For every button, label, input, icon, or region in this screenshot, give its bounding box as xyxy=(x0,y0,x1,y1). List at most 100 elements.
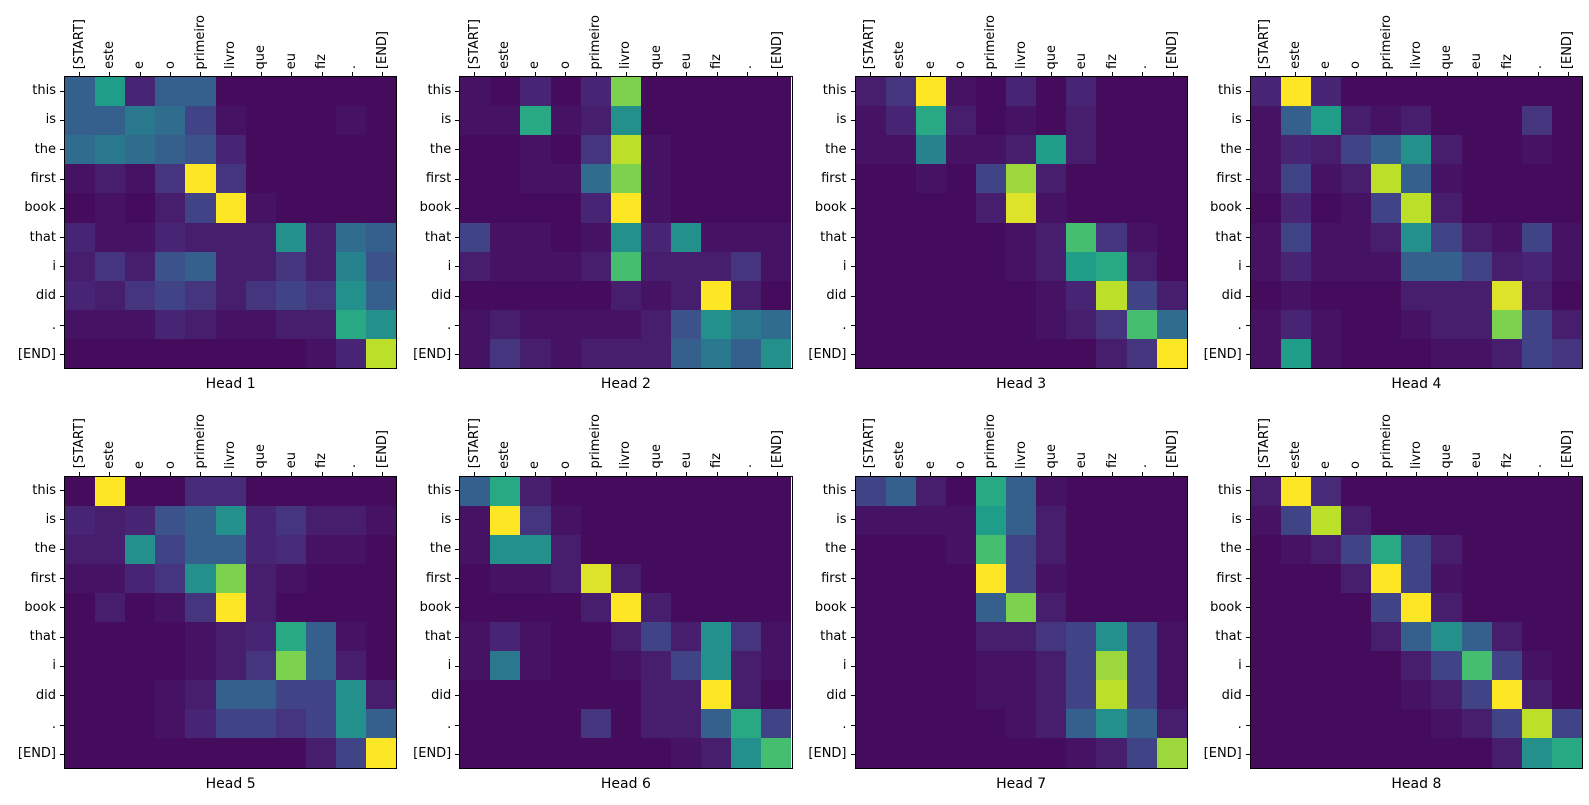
heatmap-cell xyxy=(275,680,306,710)
x-tick: este xyxy=(490,406,520,476)
heatmap-cell xyxy=(366,77,397,107)
heatmap-cell xyxy=(1006,622,1037,652)
y-tick: [END] xyxy=(8,739,64,768)
heatmap-cell xyxy=(1310,280,1342,310)
heatmap-cell xyxy=(520,534,551,564)
heatmap-cell xyxy=(1156,77,1187,107)
heatmap-cell xyxy=(366,476,397,506)
x-tick-label: o xyxy=(557,460,573,469)
heatmap-cell xyxy=(610,738,641,768)
heatmap-cell xyxy=(460,77,491,107)
x-tick-label: eu xyxy=(283,452,299,469)
heatmap-cell xyxy=(1401,309,1432,339)
heatmap-cell xyxy=(1491,106,1522,136)
x-tick-label: [START] xyxy=(862,418,878,469)
subplot-body: this is the first book that i did. [END] xyxy=(8,76,398,369)
heatmap-cell xyxy=(245,338,276,368)
heatmap-cell xyxy=(215,193,246,223)
heatmap-cell xyxy=(490,280,521,310)
x-tick-label: [END] xyxy=(1560,30,1576,69)
heatmap-cell xyxy=(701,680,732,710)
y-tick: . xyxy=(1194,710,1250,739)
x-tick-label: [START] xyxy=(862,18,878,69)
heatmap-cell xyxy=(1036,476,1067,506)
heatmap-cell xyxy=(1126,222,1157,252)
x-tick-label: o xyxy=(557,61,573,69)
heatmap-cell xyxy=(1280,338,1311,368)
heatmap-cell xyxy=(1066,106,1097,136)
heatmap-cell xyxy=(155,193,186,223)
heatmap-cell xyxy=(915,738,946,768)
heatmap-cell xyxy=(1521,505,1552,535)
heatmap-cell xyxy=(275,193,306,223)
heatmap-cell xyxy=(550,476,581,506)
y-tick-label: is xyxy=(836,511,847,527)
heatmap-cell xyxy=(855,622,886,652)
heatmap-cell xyxy=(95,505,126,535)
y-tick: first xyxy=(799,164,855,193)
x-tick-label: este xyxy=(497,41,513,69)
heatmap-cell xyxy=(1431,709,1462,739)
y-tick-label: the xyxy=(34,141,56,157)
heatmap-cell xyxy=(1066,251,1097,281)
x-tick-label: fiz xyxy=(1104,453,1120,469)
heatmap-cell xyxy=(915,77,946,107)
heatmap-cell xyxy=(305,709,337,739)
subplot-title: Head 7 xyxy=(996,775,1047,792)
x-tick-label: livro xyxy=(1013,440,1029,469)
x-tick: eu xyxy=(1462,406,1492,476)
heatmap-cell xyxy=(915,592,946,622)
heatmap-cell xyxy=(975,135,1007,165)
heatmap-cell xyxy=(1066,476,1097,506)
heatmap-cell xyxy=(1521,106,1552,136)
heatmap-cell xyxy=(1280,135,1311,165)
heatmap-cell xyxy=(580,338,611,368)
heatmap-cell xyxy=(580,164,611,194)
heatmap-cell xyxy=(336,106,367,136)
heatmap-cell xyxy=(671,309,702,339)
heatmap-cell xyxy=(671,222,702,252)
heatmap-cell xyxy=(1036,164,1067,194)
heatmap-cell xyxy=(366,738,397,768)
heatmap-cell xyxy=(65,709,96,739)
heatmap-cell xyxy=(975,338,1007,368)
y-tick-label: book xyxy=(24,599,56,615)
heatmap-cell xyxy=(1431,338,1462,368)
heatmap-cell xyxy=(915,251,946,281)
x-tick: eu xyxy=(1067,6,1097,76)
heatmap-cell xyxy=(65,738,96,768)
heatmap-cell xyxy=(125,251,156,281)
y-tick: . xyxy=(403,310,460,339)
heatmap-cell xyxy=(1006,534,1037,564)
heatmap-cell xyxy=(125,476,156,506)
heatmap-cell xyxy=(855,592,886,622)
x-tick-label: este xyxy=(1287,440,1303,469)
heatmap-cell xyxy=(366,563,397,593)
x-tick-label: livro xyxy=(223,41,239,69)
x-tick-label: primeiro xyxy=(1378,414,1394,469)
heatmap-cell xyxy=(460,709,491,739)
heatmap-cell xyxy=(1491,338,1522,368)
x-tick-label: [START] xyxy=(466,418,482,469)
x-tick: [END] xyxy=(1553,406,1583,476)
heatmap-cell xyxy=(1341,534,1372,564)
heatmap-cell xyxy=(671,563,702,593)
axis-corner-spacer xyxy=(8,406,64,476)
heatmap-cell xyxy=(1341,709,1372,739)
heatmap-cell xyxy=(580,738,611,768)
heatmap-cell xyxy=(185,592,216,622)
y-tick-label: the xyxy=(825,541,847,557)
heatmap-cell xyxy=(490,622,521,652)
heatmap-cell xyxy=(885,738,916,768)
heatmap-cell xyxy=(1461,280,1492,310)
heatmap-cell xyxy=(1156,164,1187,194)
heatmap-cell xyxy=(1551,106,1582,136)
heatmap-cell xyxy=(520,164,551,194)
heatmap-cell xyxy=(520,476,551,506)
y-tick-label: that xyxy=(1215,229,1242,245)
heatmap-cell xyxy=(731,309,762,339)
heatmap-cell xyxy=(125,534,156,564)
heatmap-cell xyxy=(1066,222,1097,252)
heatmap-cell xyxy=(336,338,367,368)
y-tick-label: that xyxy=(820,629,847,645)
